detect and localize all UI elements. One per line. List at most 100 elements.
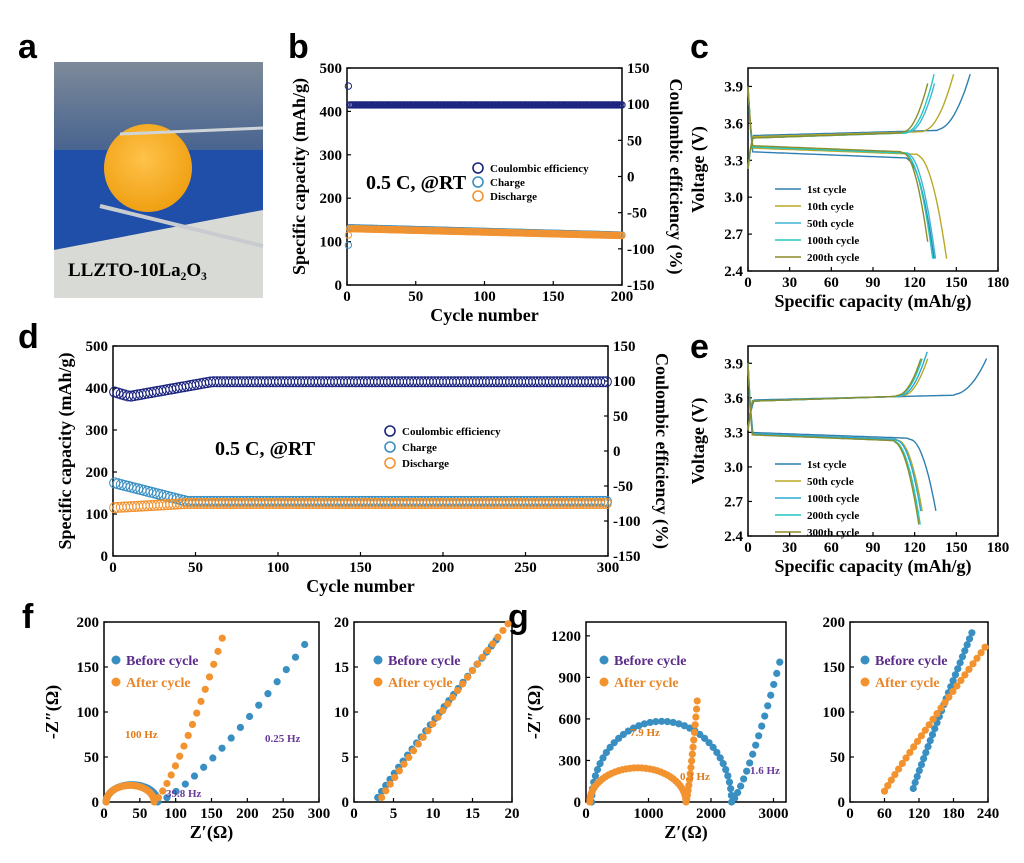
x-tick-label: 200 (236, 806, 259, 822)
data-point (731, 794, 739, 802)
discharge-curve (747, 86, 934, 259)
legend-entry: 1st cycle (807, 184, 847, 196)
data-point (618, 101, 626, 109)
y-tick-label: 200 (86, 465, 109, 481)
data-point (749, 750, 757, 758)
data-point (154, 793, 163, 802)
charge-curve (747, 358, 988, 430)
chart-d: 0 50 100 150 200 250 3000100200300400500Cycle … (55, 339, 672, 596)
data-point (884, 782, 892, 790)
data-point (713, 748, 721, 757)
data-point (755, 732, 763, 740)
data-point (395, 767, 403, 775)
x-tick-label: 0 (343, 289, 351, 305)
data-point (954, 665, 962, 673)
x-tick-label: 2000 (696, 806, 726, 822)
charge-curve (747, 73, 971, 167)
x-tick-label: 150 (542, 289, 565, 305)
data-point (675, 720, 683, 728)
data-point (692, 713, 700, 721)
panel-label-a: a (18, 28, 38, 66)
y2-tick-label: -150 (613, 549, 641, 565)
data-point (705, 739, 713, 747)
data-point (255, 701, 263, 709)
y-axis-label: -Z″(Ω) (524, 685, 545, 739)
data-point (725, 778, 734, 786)
data-point (968, 629, 976, 637)
data-point (429, 720, 437, 728)
y-tick-label: 50 (830, 750, 845, 766)
y-tick-label: 15 (334, 660, 349, 676)
legend-entry: 1st cycle (807, 459, 847, 471)
y2-tick-label: -100 (613, 514, 641, 530)
y-tick-label: 2.4 (724, 529, 743, 545)
x-tick-label: 90 (866, 275, 881, 291)
legend-entry: 50th cycle (807, 476, 854, 488)
data-point (201, 685, 209, 693)
x-tick-label: 150 (200, 806, 223, 822)
legend-marker (599, 677, 609, 687)
legend-entry: Discharge (402, 458, 449, 470)
y2-tick-label: 50 (613, 409, 628, 425)
y-tick-label: 0 (838, 795, 846, 811)
x-tick-label: 30 (782, 540, 797, 556)
discharge-curve (747, 363, 937, 512)
data-point (602, 748, 610, 757)
data-point (949, 687, 957, 696)
photo-caption: LLZTO-10La₂O₃ (68, 260, 207, 281)
data-point (691, 721, 699, 729)
data-point (956, 659, 964, 667)
data-point (693, 697, 701, 705)
y-tick-label: 900 (559, 670, 582, 686)
legend-entry: Charge (402, 442, 437, 454)
x-tick-label: 120 (903, 275, 926, 291)
y-tick-label: 100 (86, 507, 109, 523)
y-tick-label: 150 (823, 660, 846, 676)
data-point (746, 759, 754, 767)
y-tick-label: 0 (335, 278, 343, 294)
y-tick-label: 100 (320, 235, 343, 251)
data-point (594, 498, 606, 509)
data-point (606, 743, 614, 751)
x-tick-label: 300 (597, 560, 620, 576)
y-tick-label: 400 (320, 104, 343, 120)
legend-marker (599, 655, 609, 665)
y2-tick-label: -100 (627, 242, 655, 258)
x-tick-label: 180 (987, 275, 1010, 291)
data-point (400, 760, 408, 768)
data-point (424, 727, 432, 735)
pellet (104, 124, 192, 212)
data-point (205, 673, 214, 681)
x-tick-label: 180 (942, 806, 965, 822)
y2-tick-label: 150 (613, 339, 636, 355)
data-point (764, 702, 772, 710)
data-point (928, 731, 937, 739)
panel-label-e: e (690, 328, 709, 366)
data-point (210, 660, 218, 668)
data-point (458, 680, 467, 688)
data-point (594, 376, 606, 388)
data-point (188, 720, 197, 729)
data-point (378, 793, 386, 802)
data-point (600, 498, 612, 509)
y-tick-label: 3.3 (724, 425, 743, 441)
y-tick-label: 300 (86, 423, 109, 439)
x-tick-label: 250 (514, 560, 537, 576)
y-tick-label: 3.6 (724, 391, 743, 407)
data-point (965, 635, 974, 643)
data-point (687, 763, 695, 772)
data-point (925, 721, 933, 729)
data-point (887, 776, 895, 784)
y-tick-label: 0 (101, 549, 109, 565)
discharge-curve (747, 86, 937, 259)
data-point (382, 787, 390, 795)
y2-tick-label: 150 (627, 61, 650, 77)
data-point (767, 691, 775, 699)
y-tick-label: 3.0 (724, 190, 743, 206)
data-point (920, 754, 928, 763)
data-point (629, 724, 638, 732)
y2-axis-label: Coulombic efficiency (%) (651, 353, 672, 549)
y-tick-label: 150 (77, 660, 100, 676)
legend-marker (384, 441, 396, 453)
x-tick-label: 0 (744, 275, 752, 291)
